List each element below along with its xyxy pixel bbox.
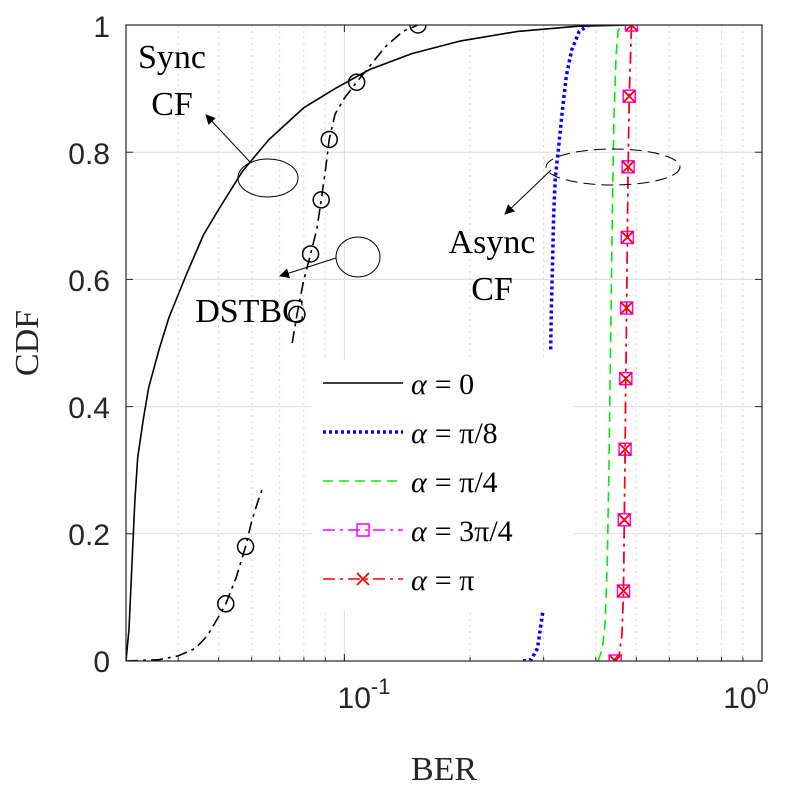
annotation-sync-cf: Sync CF: [138, 39, 299, 198]
series-line: [548, 25, 590, 350]
series-marker: [619, 301, 634, 315]
tick-marks: [125, 24, 763, 662]
sync-cf-ellipse: [237, 158, 299, 198]
legend-marker: [356, 572, 370, 586]
legend: α = 0 α = π/8 α = π/4 α = 3π/4 α = π: [312, 359, 574, 611]
series-marker: [622, 89, 636, 103]
x-axis-label: BER: [411, 751, 477, 788]
legend-marker: [356, 523, 370, 537]
annotation-text: CF: [151, 86, 193, 123]
series-marker: [217, 595, 235, 613]
sync-cf-arrow: [205, 114, 251, 163]
series-marker: [236, 537, 255, 556]
legend-entry-label: α = 3π/4: [411, 515, 513, 548]
dstbc-ellipse: [335, 236, 381, 278]
annotation-async-cf: Async CF: [449, 148, 681, 308]
legend-entry-label: α = π/8: [411, 417, 498, 450]
legend-samples: [323, 382, 403, 586]
x-tick-label: 100: [723, 674, 769, 715]
series-marker: [621, 160, 635, 174]
legend-entry-label: α = π: [411, 564, 474, 597]
series-marker: [618, 442, 632, 456]
series-marker: [347, 73, 366, 91]
y-tick-label: 0.2: [68, 519, 110, 552]
series-marker: [617, 513, 631, 527]
series-0: [126, 25, 629, 661]
x-tick-label: 10-1: [338, 674, 391, 715]
y-tick-label: 0.8: [68, 138, 110, 171]
legend-box: [312, 359, 574, 611]
series-5: [608, 25, 639, 661]
annotation-dstbc: DSTBC: [195, 236, 381, 330]
series-line: [291, 25, 419, 344]
series-marker: [288, 305, 306, 324]
series-marker: [608, 654, 622, 661]
series-marker: [608, 654, 622, 661]
series-marker: [617, 513, 632, 527]
series-marker: [301, 245, 320, 263]
series-marker: [619, 371, 633, 386]
y-axis-label: CDF: [9, 310, 46, 376]
series-marker: [620, 230, 634, 245]
series-marker: [312, 191, 330, 209]
series-layer: [126, 25, 639, 661]
y-tick-label: 0.4: [68, 392, 110, 425]
series-1: [126, 25, 427, 661]
async-cf-ellipse: [545, 148, 681, 186]
annotation-text: Sync: [138, 39, 206, 76]
y-tick-label: 0.6: [68, 265, 110, 298]
series-marker: [320, 130, 338, 149]
legend-entry-label: α = 0: [411, 368, 474, 401]
series-3: [597, 25, 622, 661]
annotation-text: CF: [471, 271, 513, 308]
dstbc-arrow: [279, 257, 337, 279]
y-tick-labels: 0 0.2 0.4 0.6 0.8 1: [68, 11, 110, 679]
x-tick-labels: 10-1 100: [338, 674, 769, 715]
series-line: [612, 25, 633, 661]
series-2: [522, 25, 590, 661]
series-line: [126, 25, 629, 661]
series-marker: [616, 584, 631, 598]
series-marker: [409, 25, 427, 34]
async-cf-arrow: [504, 169, 552, 215]
series-marker: [624, 25, 639, 32]
y-tick-label: 0: [93, 646, 110, 679]
legend-entry-label: α = π/4: [411, 466, 498, 499]
annotation-text: Async: [449, 224, 536, 261]
y-tick-label: 1: [93, 11, 110, 44]
plot-frame: [125, 24, 763, 662]
series-line: [597, 25, 622, 661]
annotation-text: DSTBC: [195, 293, 305, 330]
